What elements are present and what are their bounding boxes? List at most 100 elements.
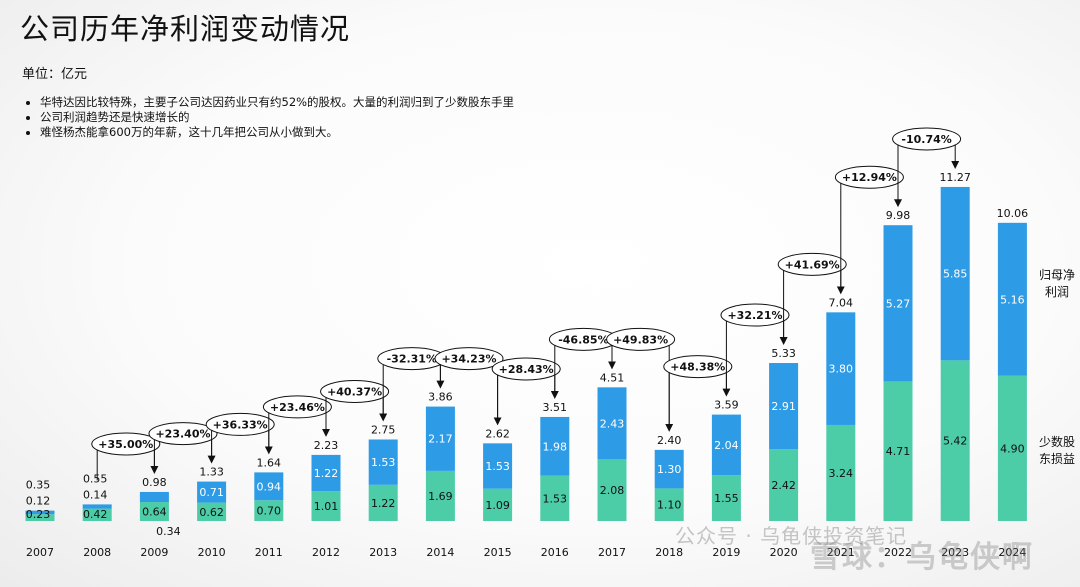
total-label: 2.23	[314, 439, 339, 452]
x-tick-label: 2024	[998, 546, 1026, 559]
bar-parent	[769, 363, 799, 450]
total-label: 2.40	[657, 434, 682, 447]
parent-label: 1.30	[657, 463, 682, 476]
bar-minority	[254, 500, 284, 521]
growth-bubble	[892, 127, 962, 151]
x-tick-label: 2008	[83, 546, 111, 559]
growth-bubble	[606, 327, 676, 351]
minority-label: 4.71	[886, 445, 911, 458]
x-tick-label: 2013	[369, 546, 397, 559]
parent-label: 0.71	[199, 486, 224, 499]
parent-label: 1.53	[371, 456, 396, 469]
unit-label: 单位：亿元	[22, 67, 88, 82]
minority-label: 5.42	[943, 435, 968, 448]
parent-label: 2.17	[428, 433, 453, 446]
total-label: 1.64	[257, 456, 282, 469]
bar-minority	[82, 508, 112, 521]
total-label: 3.59	[714, 399, 739, 412]
bar-minority	[654, 488, 684, 521]
bar-parent	[654, 449, 684, 489]
parent-label: 5.16	[1000, 293, 1025, 306]
growth-label: +41.69%	[785, 258, 840, 271]
growth-bubble	[262, 395, 332, 419]
bar-parent	[311, 454, 341, 492]
minority-label: 0.23	[26, 508, 51, 521]
bar-parent	[197, 481, 227, 503]
bar-minority	[25, 514, 55, 521]
x-tick-label: 2019	[712, 546, 740, 559]
legend-minority: 少数股	[1039, 434, 1075, 449]
growth-label: +34.23%	[441, 353, 496, 366]
x-tick-label: 2016	[541, 546, 569, 559]
bar-minority	[940, 360, 970, 521]
parent-label: 2.04	[714, 439, 739, 452]
minority-label: 1.53	[543, 492, 568, 505]
bar-minority	[425, 470, 455, 521]
parent-label: 1.22	[314, 467, 339, 480]
total-label: 7.04	[829, 296, 854, 309]
legend-minority: 东损益	[1039, 452, 1075, 466]
bar-minority	[368, 484, 398, 521]
total-label: 0.98	[142, 476, 167, 489]
bar-parent	[711, 414, 741, 476]
x-tick-label: 2017	[598, 546, 626, 559]
total-label: 2.62	[485, 427, 510, 440]
bar-parent	[826, 312, 856, 425]
watermark-text-2: 雪球：乌龟侠啊	[810, 540, 1034, 575]
x-tick-label: 2012	[312, 546, 340, 559]
bar-minority	[483, 488, 513, 521]
minority-label: 4.90	[1000, 442, 1025, 455]
minority-label: 1.22	[371, 497, 396, 510]
bar-minority	[597, 459, 627, 521]
bullet-item: 华特达因比较特殊，主要子公司达因药业只有约52%的股权。大量的利润归到了少数股东…	[40, 95, 514, 110]
parent-label: 3.80	[829, 363, 854, 376]
growth-label: +35.00%	[98, 438, 153, 451]
total-label: 2.75	[371, 423, 396, 436]
total-label: 3.51	[543, 401, 568, 414]
total-label: 11.27	[939, 171, 971, 184]
total-label: 5.33	[771, 347, 796, 360]
growth-label: +23.40%	[155, 428, 210, 441]
minority-label: 2.08	[600, 484, 625, 497]
parent-label: 2.43	[600, 417, 625, 430]
minority-label: 3.24	[829, 467, 854, 480]
minority-label: 1.10	[657, 499, 682, 512]
bar-minority	[826, 424, 856, 521]
growth-bubble	[320, 379, 390, 403]
bar-minority	[311, 491, 341, 521]
growth-label: -32.31%	[387, 353, 437, 366]
bar-parent	[540, 416, 570, 476]
total-label: 1.33	[199, 466, 224, 479]
growth-bubble	[777, 252, 847, 276]
total-label: 10.06	[997, 207, 1029, 220]
legend-parent: 归母净	[1039, 268, 1075, 282]
bar-parent	[368, 439, 398, 485]
x-tick-label: 2010	[198, 546, 226, 559]
bar-parent	[597, 387, 627, 460]
bar-minority	[139, 502, 169, 521]
bar-parent	[82, 504, 112, 509]
growth-bubble	[205, 412, 275, 436]
growth-label: -10.74%	[901, 133, 951, 146]
minority-label: 1.01	[314, 500, 339, 513]
bullet-item: 难怪杨杰能拿600万的年薪，这十几年把公司从小做到大。	[40, 125, 514, 140]
x-tick-label: 2021	[827, 546, 855, 559]
total-label: 3.86	[428, 391, 453, 404]
bar-parent	[483, 443, 513, 489]
minority-label: 1.69	[428, 490, 453, 503]
parent-label: 0.94	[257, 480, 282, 493]
bullet-item: 公司利润趋势还是快速增长的	[40, 110, 514, 125]
parent-label: 1.98	[543, 440, 568, 453]
growth-label: +48.38%	[670, 361, 725, 374]
growth-label: +23.46%	[270, 401, 325, 414]
growth-label: -46.85%	[558, 333, 608, 346]
growth-bubble	[663, 355, 733, 379]
legend-parent: 利润	[1045, 285, 1069, 299]
growth-label: +32.21%	[727, 309, 782, 322]
minority-label: 0.70	[257, 505, 282, 518]
growth-label: +36.33%	[213, 418, 268, 431]
bar-parent	[997, 222, 1027, 376]
bar-minority	[883, 381, 913, 521]
x-tick-label: 2015	[484, 546, 512, 559]
